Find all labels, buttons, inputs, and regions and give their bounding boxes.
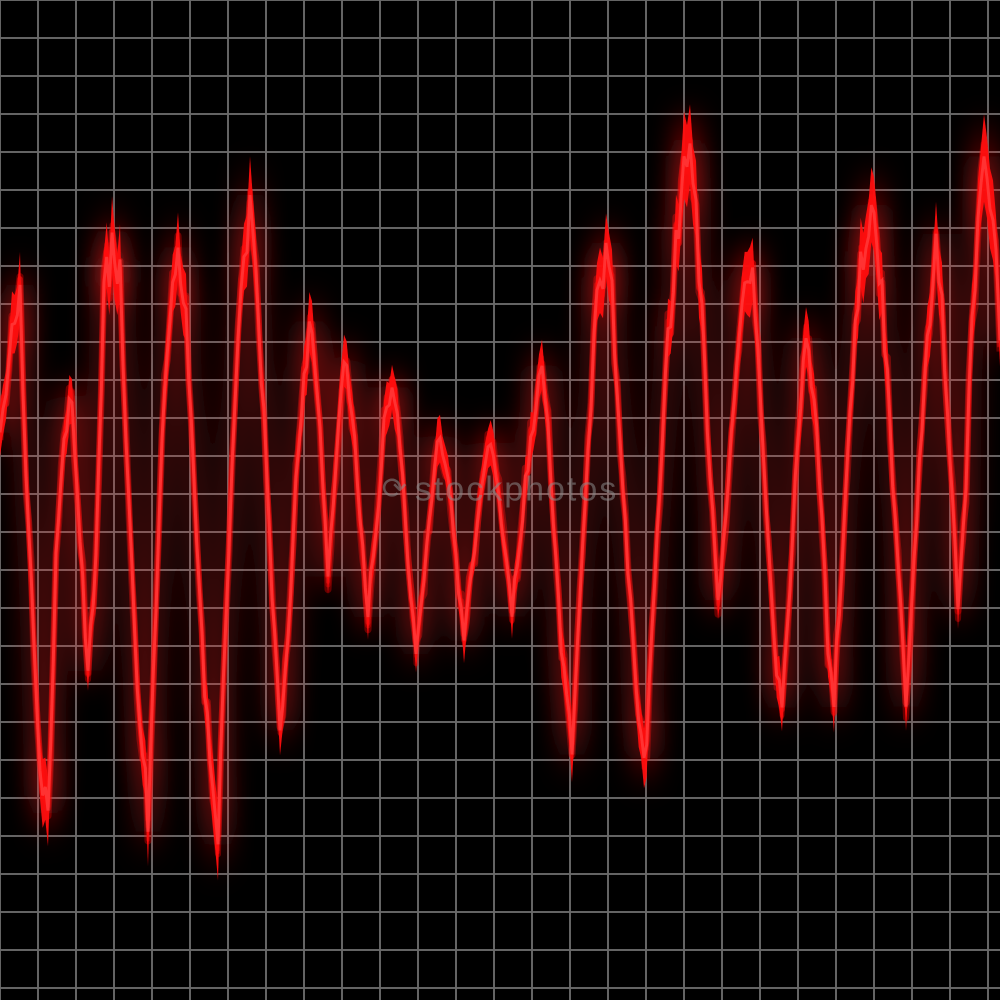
- oscilloscope-display: ⟳stockphotos: [0, 0, 1000, 1000]
- waveform-canvas: [0, 0, 1000, 1000]
- waveform-layer: [0, 104, 1000, 880]
